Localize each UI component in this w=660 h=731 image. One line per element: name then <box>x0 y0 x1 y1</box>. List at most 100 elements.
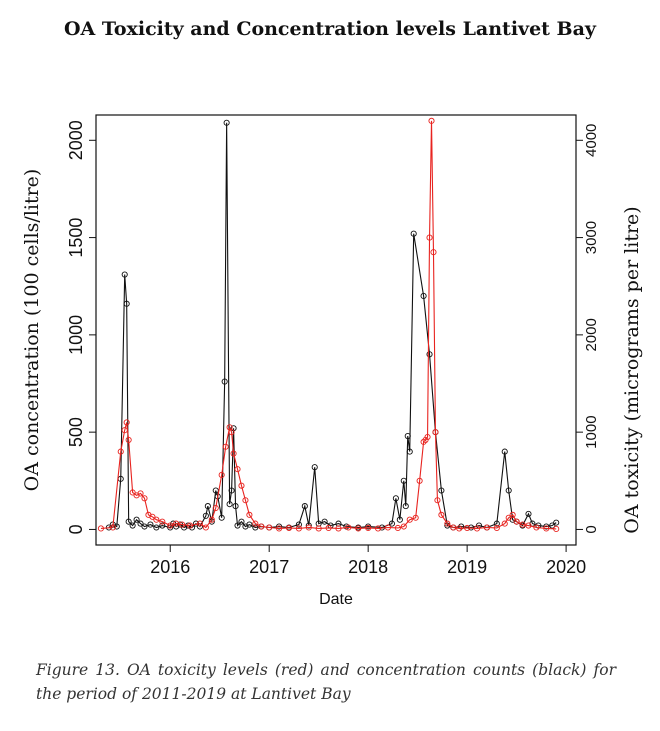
data-point <box>246 511 253 518</box>
data-point <box>167 524 174 531</box>
data-point <box>295 521 302 528</box>
data-point <box>424 433 431 441</box>
data-point <box>311 464 318 471</box>
plot-frame <box>95 114 577 546</box>
data-point <box>394 524 401 532</box>
y-left-tick-label: 2000 <box>66 120 86 160</box>
data-point <box>230 450 237 457</box>
data-point <box>355 525 362 532</box>
data-point <box>321 518 328 525</box>
data-point <box>365 524 372 532</box>
data-point <box>438 511 445 518</box>
data-point <box>149 513 156 520</box>
data-point <box>505 487 512 494</box>
data-point <box>137 490 144 497</box>
data-point <box>444 520 451 527</box>
data-point <box>234 522 241 529</box>
data-point <box>501 520 508 527</box>
x-tick-label: 2020 <box>546 557 586 577</box>
data-point <box>406 448 413 455</box>
data-point <box>222 443 229 450</box>
data-point <box>404 432 411 440</box>
data-point <box>228 429 235 436</box>
data-point <box>525 522 532 529</box>
series-toxicity <box>97 117 560 533</box>
data-point <box>416 477 423 484</box>
x-tick-label: 2018 <box>348 557 388 577</box>
data-point <box>501 448 508 455</box>
data-point <box>252 520 259 527</box>
data-point <box>159 518 166 525</box>
data-point <box>295 525 302 532</box>
data-point <box>97 525 104 532</box>
data-point <box>218 514 225 521</box>
series-layer <box>97 117 560 533</box>
y-axis-right: 0 1000 2000 3000 4000 <box>576 124 600 534</box>
data-point <box>147 521 154 528</box>
data-point <box>226 501 233 508</box>
data-point <box>173 520 180 527</box>
data-point <box>123 419 130 426</box>
data-point <box>221 378 228 385</box>
data-point <box>428 117 435 124</box>
data-point <box>434 497 441 504</box>
data-point <box>345 524 352 531</box>
data-point <box>335 525 342 532</box>
data-point <box>238 482 245 489</box>
data-point <box>141 523 148 530</box>
y-right-tick-label: 4000 <box>583 124 600 157</box>
data-point <box>258 523 265 530</box>
data-point <box>167 522 174 529</box>
data-point <box>125 518 132 525</box>
data-point <box>430 249 437 256</box>
data-point <box>204 503 211 510</box>
data-point <box>121 271 128 278</box>
data-point <box>238 518 245 525</box>
data-point <box>129 522 136 529</box>
data-point <box>384 524 392 531</box>
y-left-tick-label: 1500 <box>66 218 86 258</box>
data-point <box>305 524 312 531</box>
y-left-tick-label: 1000 <box>66 315 86 355</box>
data-point <box>196 520 203 527</box>
x-tick-label: 2016 <box>150 557 190 577</box>
y-right-tick-label: 1000 <box>583 415 600 448</box>
data-point <box>432 429 439 436</box>
page-title: OA Toxicity and Concentration levels Lan… <box>64 18 596 40</box>
data-point <box>234 466 241 473</box>
data-point <box>325 524 332 532</box>
data-point <box>533 524 540 531</box>
data-point <box>509 511 516 518</box>
data-point <box>228 487 235 494</box>
y-axis-left-label: OA concentration (100 cells/litre) <box>21 169 43 492</box>
y-right-tick-label: 2000 <box>583 318 600 351</box>
data-point <box>137 520 144 527</box>
data-point <box>159 522 166 529</box>
data-point <box>406 516 413 523</box>
data-point <box>285 524 293 532</box>
data-point <box>553 525 560 533</box>
data-point <box>426 351 433 358</box>
data-point <box>464 524 471 532</box>
dual-axis-line-chart: 2016 2017 2018 2019 2020 0 500 1000 1500 2000 0 1… <box>21 114 643 608</box>
data-point <box>553 519 560 526</box>
data-point <box>438 487 445 494</box>
data-point <box>202 512 209 519</box>
data-point <box>456 525 463 532</box>
y-right-tick-label: 3000 <box>583 221 600 254</box>
data-point <box>186 522 194 529</box>
data-point <box>202 524 209 531</box>
data-point <box>410 230 417 237</box>
data-point <box>543 523 550 530</box>
data-point <box>129 489 136 496</box>
figure-caption: Figure 13. OA toxicity levels (red) and … <box>36 661 616 703</box>
data-point <box>426 234 433 241</box>
data-point <box>266 524 273 531</box>
data-point <box>450 524 457 531</box>
data-point <box>153 516 160 523</box>
data-point <box>315 525 322 532</box>
data-point <box>252 524 259 531</box>
data-point <box>513 518 520 525</box>
data-point <box>505 514 512 521</box>
data-point <box>493 520 500 527</box>
